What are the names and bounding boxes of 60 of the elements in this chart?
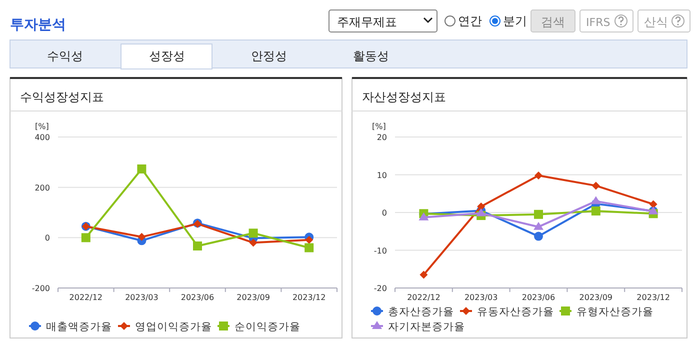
x-tick-label: 2023/03 [125, 293, 158, 302]
text: 투자분석 [10, 17, 66, 33]
y-tick-label: 400 [34, 133, 50, 142]
x-tick-label: 2022/12 [407, 293, 440, 302]
text: 검색 [541, 15, 565, 29]
chart-title: 자산성장성지표 [362, 90, 446, 104]
text: 주재무제표 [337, 15, 397, 29]
point [81, 233, 90, 242]
legend-label: 총자산증가율 [388, 306, 454, 318]
point [249, 238, 258, 247]
y-tick-label: 0 [382, 208, 387, 218]
x-tick-label: 2023/06 [180, 293, 214, 302]
point [534, 172, 542, 180]
legend-label: 영업이익증가율 [135, 321, 212, 333]
x-tick-label: 2023/09 [236, 293, 270, 302]
point [590, 196, 601, 204]
point [534, 222, 544, 230]
text: 안정성 [251, 49, 287, 63]
y-tick-label: -10 [374, 246, 387, 256]
point [534, 232, 543, 241]
legend-label: 유동자산증가율 [477, 306, 554, 318]
text: 성장성 [149, 49, 185, 63]
y-tick-label: -200 [32, 284, 50, 293]
text: 활동성 [353, 49, 389, 63]
y-axis-title: [%] [372, 122, 386, 131]
x-tick-label: 2022/12 [69, 293, 103, 302]
point [138, 232, 146, 241]
point [248, 228, 258, 238]
point [534, 210, 543, 219]
text: 분기 [503, 14, 527, 28]
x-tick-label: 2023/12 [636, 293, 670, 302]
y-axis-title: [%] [35, 122, 49, 131]
y-tick-label: 0 [44, 234, 50, 243]
x-tick-label: 2023/06 [522, 293, 556, 302]
point [591, 206, 600, 216]
point [137, 164, 146, 174]
point [193, 241, 202, 250]
text: IFRS [586, 16, 610, 29]
point [305, 236, 314, 244]
x-tick-label: 2023/12 [292, 293, 326, 302]
legend-label: 자기자본증가율 [388, 321, 465, 333]
legend-label: 매출액증가율 [46, 321, 112, 333]
y-tick-label: 200 [34, 183, 50, 192]
text: 수익성 [47, 49, 83, 63]
point [649, 200, 658, 208]
text: 연간 [458, 14, 482, 28]
y-tick-label: -20 [374, 284, 387, 293]
legend-label: 유형자산증가율 [576, 306, 654, 318]
y-tick-label: 10 [376, 170, 387, 180]
point [592, 182, 600, 190]
point [477, 202, 486, 210]
legend-label: 순이익증가율 [234, 321, 300, 333]
x-tick-label: 2023/09 [579, 293, 613, 302]
point [420, 270, 428, 279]
point [304, 243, 314, 252]
x-tick-label: 2023/03 [464, 293, 498, 302]
text: 산식 [644, 15, 668, 29]
point [418, 212, 429, 220]
y-tick-label: 20 [376, 133, 387, 142]
chart-title: 수익성장성지표 [20, 90, 104, 104]
